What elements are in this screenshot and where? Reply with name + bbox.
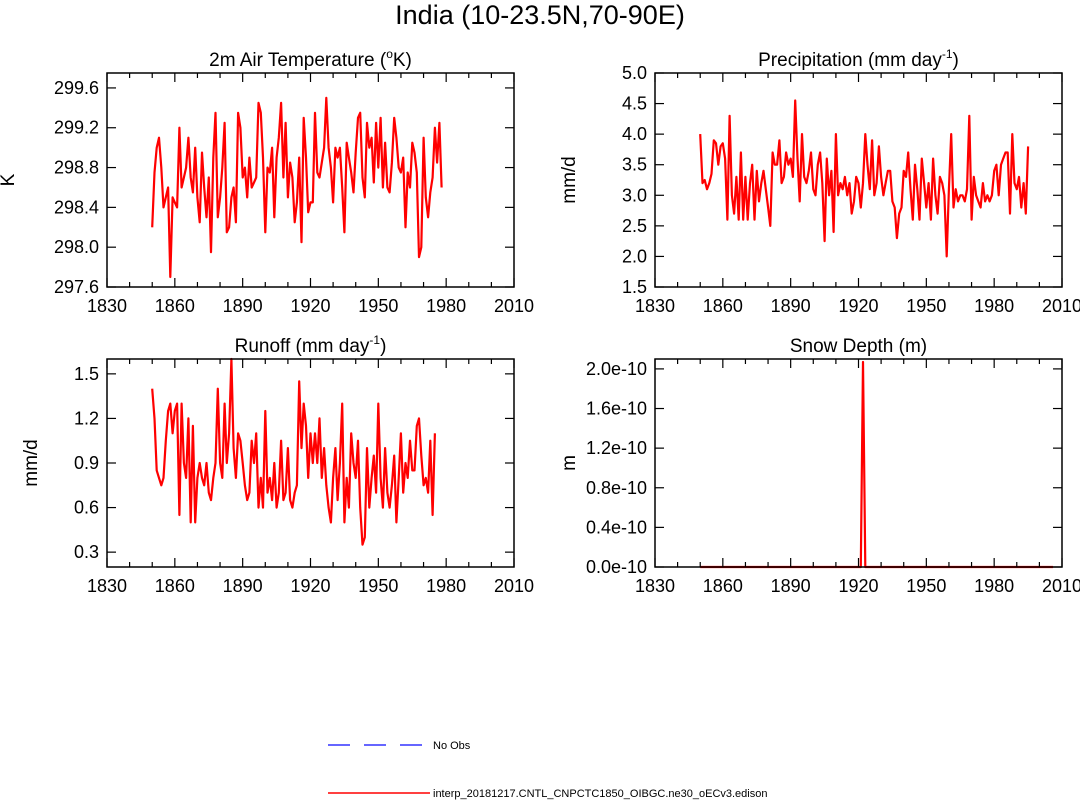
runoff-ytick-label: 1.5	[74, 364, 99, 384]
air-temperature-ytick-label: 299.2	[54, 118, 99, 138]
snow-depth-ylabel: m	[559, 455, 580, 471]
runoff-xtick-label: 1860	[155, 576, 195, 596]
snow-depth-xtick-label: 1860	[703, 576, 743, 596]
snow-depth-ytick-label: 1.2e-10	[586, 438, 647, 458]
air-temperature-frame	[106, 72, 515, 288]
runoff-title: Runoff (mm day-1)	[235, 333, 387, 357]
legend-label-model: interp_20181217.CNTL_CNPCTC1850_OIBGC.ne…	[433, 788, 767, 800]
air-temperature-xtick-label: 1950	[358, 296, 398, 316]
figure-title: India (10-23.5N,70-90E)	[395, 0, 685, 30]
air-temperature-ytick-label: 298.8	[54, 158, 99, 178]
snow-depth-xtick-label: 1830	[635, 576, 675, 596]
precipitation-ytick-label: 4.0	[622, 124, 647, 144]
snow-depth-ytick-label: 0.4e-10	[586, 517, 647, 537]
air-temperature-xtick-label: 1980	[426, 296, 466, 316]
precipitation-ytick-label: 3.0	[622, 185, 647, 205]
runoff-ylabel: mm/d	[21, 439, 42, 487]
runoff-xtick-label: 1830	[87, 576, 127, 596]
runoff-xtick-label: 1920	[290, 576, 330, 596]
precipitation-ytick-label: 2.0	[622, 246, 647, 266]
precipitation-title: Precipitation (mm day-1)	[758, 47, 959, 71]
runoff-ytick-label: 0.9	[74, 453, 99, 473]
air-temperature-ytick-label: 299.6	[54, 78, 99, 98]
air-temperature-xtick-label: 1890	[223, 296, 263, 316]
runoff-ytick-label: 0.6	[74, 498, 99, 518]
runoff-xtick-label: 1950	[358, 576, 398, 596]
legend-label-no-obs: No Obs	[433, 740, 471, 752]
snow-depth-series-line	[700, 360, 1053, 569]
precipitation-xtick-label: 2010	[1042, 296, 1080, 316]
precipitation-xtick-label: 1950	[906, 296, 946, 316]
air-temperature-ylabel: K	[0, 173, 19, 186]
runoff-xtick-label: 1980	[426, 576, 466, 596]
snow-depth-ytick-label: 1.6e-10	[586, 399, 647, 419]
snow-depth-xtick-label: 2010	[1042, 576, 1080, 596]
precipitation-xtick-label: 1920	[838, 296, 878, 316]
snow-depth-ytick-label: 2.0e-10	[586, 359, 647, 379]
air-temperature-series-line	[151, 96, 443, 279]
air-temperature-ytick-label: 297.6	[54, 277, 99, 297]
legend: No Obs interp_20181217.CNTL_CNPCTC1850_O…	[328, 740, 767, 800]
precipitation-xtick-label: 1980	[974, 296, 1014, 316]
air-temperature-xtick-label: 1860	[155, 296, 195, 316]
precipitation-xtick-label: 1860	[703, 296, 743, 316]
snow-depth-xtick-label: 1950	[906, 576, 946, 596]
air-temperature-xtick-label: 1920	[290, 296, 330, 316]
snow-depth-ytick-label: 0.8e-10	[586, 478, 647, 498]
precipitation-ytick-label: 1.5	[622, 277, 647, 297]
snow-depth-ytick-label: 0.0e-10	[586, 557, 647, 577]
precipitation-xtick-label: 1890	[771, 296, 811, 316]
air-temperature-xtick-label: 1830	[87, 296, 127, 316]
panel-air-temperature: 2m Air Temperature (oK) K 1830 1860 1890 1920…	[0, 47, 534, 316]
snow-depth-frame	[654, 358, 1063, 568]
runoff-series-line	[151, 357, 436, 546]
runoff-xtick-label: 2010	[494, 576, 534, 596]
panel-precipitation: Precipitation (mm day-1) mm/d 1830 1860 1890…	[559, 47, 1080, 316]
precipitation-ytick-label: 5.0	[622, 63, 647, 83]
precipitation-ytick-label: 4.5	[622, 94, 647, 114]
precipitation-ytick-label: 3.5	[622, 155, 647, 175]
precipitation-series-line	[699, 99, 1030, 258]
precipitation-xtick-label: 1830	[635, 296, 675, 316]
precipitation-ylabel: mm/d	[559, 156, 580, 204]
snow-depth-title: Snow Depth (m)	[790, 336, 927, 357]
air-temperature-ytick-label: 298.4	[54, 197, 99, 217]
runoff-ytick-label: 0.3	[74, 542, 99, 562]
snow-depth-xtick-label: 1890	[771, 576, 811, 596]
runoff-xtick-label: 1890	[223, 576, 263, 596]
panel-runoff: Runoff (mm day-1) mm/d 1830 1860 1890 1920 195…	[21, 333, 534, 596]
precipitation-ytick-label: 2.5	[622, 216, 647, 236]
air-temperature-title: 2m Air Temperature (oK)	[209, 47, 412, 71]
air-temperature-xtick-label: 2010	[494, 296, 534, 316]
runoff-ytick-label: 1.2	[74, 408, 99, 428]
panel-snow-depth: Snow Depth (m) m 1830 1860 1890 1920 1950 1980 2…	[559, 336, 1080, 596]
air-temperature-ytick-label: 298.0	[54, 237, 99, 257]
snow-depth-xtick-label: 1920	[838, 576, 878, 596]
runoff-frame	[106, 358, 515, 568]
snow-depth-xtick-label: 1980	[974, 576, 1014, 596]
